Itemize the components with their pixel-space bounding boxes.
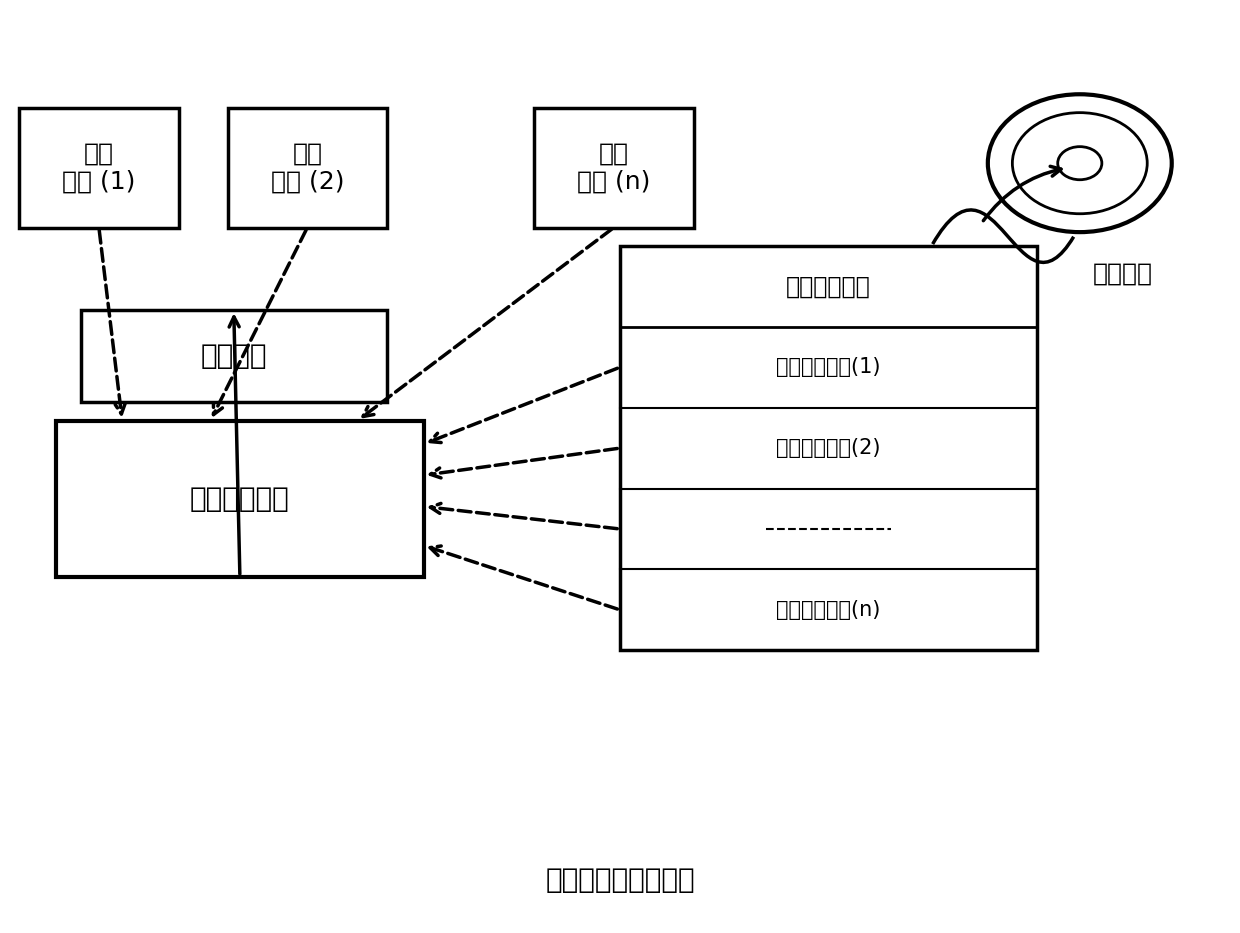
FancyBboxPatch shape (56, 421, 424, 577)
Text: 加密介质金钥(n): 加密介质金钥(n) (776, 600, 880, 620)
FancyBboxPatch shape (620, 246, 1037, 650)
FancyBboxPatch shape (228, 108, 387, 228)
FancyBboxPatch shape (81, 311, 387, 402)
FancyBboxPatch shape (19, 108, 179, 228)
Text: 金钥管理系统: 金钥管理系统 (190, 484, 290, 512)
Text: 预录于碟片的辨识区: 预录于碟片的辨识区 (546, 866, 694, 894)
Circle shape (1058, 146, 1102, 180)
Circle shape (1012, 113, 1147, 214)
Text: 介质金钥: 介质金钥 (201, 342, 267, 370)
Text: 装置
金钥 (n): 装置 金钥 (n) (577, 142, 651, 194)
Text: 装置
金钥 (2): 装置 金钥 (2) (270, 142, 343, 194)
Text: 介质金钥区块: 介质金钥区块 (786, 274, 870, 299)
Circle shape (988, 94, 1172, 232)
Text: 加密介质金钥(1): 加密介质金钥(1) (776, 357, 880, 377)
Text: 防拷碟片: 防拷碟片 (1092, 261, 1153, 285)
Text: 加密介质金钥(2): 加密介质金钥(2) (776, 439, 880, 458)
FancyBboxPatch shape (534, 108, 693, 228)
Text: 装置
金钥 (1): 装置 金钥 (1) (62, 142, 135, 194)
